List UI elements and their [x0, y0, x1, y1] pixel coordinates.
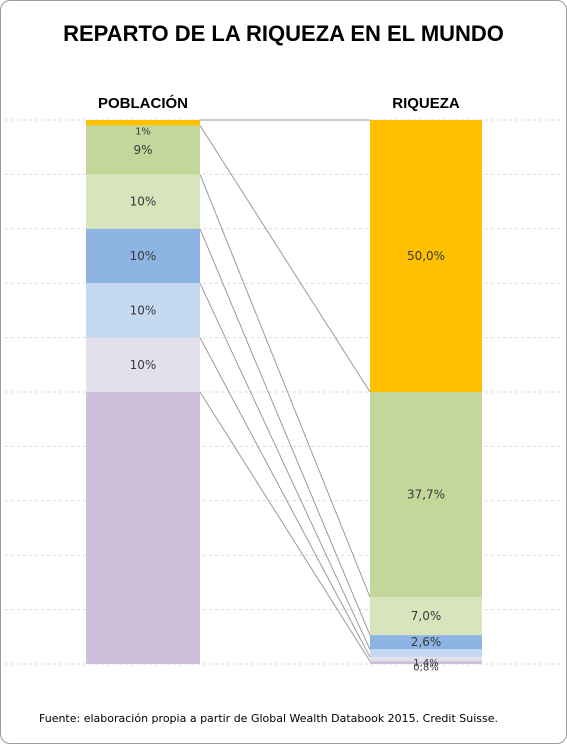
data-label: 0,8% — [413, 662, 438, 673]
bar-segment — [86, 283, 200, 338]
data-label: 7,0% — [411, 609, 442, 623]
data-label: 10% — [130, 195, 157, 209]
data-label: 50,0% — [407, 249, 445, 263]
data-label: 1% — [135, 126, 151, 137]
bar-segment — [370, 597, 482, 636]
column-label-riqueza: RIQUEZA — [392, 95, 460, 112]
data-label: 10% — [130, 303, 157, 317]
connector-line — [199, 391, 371, 662]
chart-title: REPARTO DE LA RIQUEZA EN EL MUNDO — [63, 21, 504, 46]
bar-segment — [370, 635, 482, 650]
data-label: 1,4% — [413, 658, 438, 669]
bar-segment — [86, 120, 200, 126]
connector-line — [199, 337, 371, 658]
bar-segment — [86, 174, 200, 229]
bar-segment — [86, 392, 200, 664]
data-label: 2,6% — [411, 635, 442, 649]
data-label: 37,7% — [407, 488, 445, 502]
bar-segment — [370, 120, 482, 392]
data-label: 10% — [130, 249, 157, 263]
source-note: Fuente: elaboración propia a partir de G… — [39, 712, 498, 725]
data-label: 10% — [130, 358, 157, 372]
connector-line — [199, 125, 371, 393]
connector-line — [199, 228, 371, 636]
bar-segment — [86, 125, 200, 175]
bar-segment — [370, 661, 482, 664]
bar-segment — [86, 228, 200, 284]
column-label-poblacion: POBLACIÓN — [98, 95, 188, 112]
connector-line — [199, 282, 371, 650]
bar-segment — [86, 337, 200, 392]
data-label: 9% — [133, 143, 152, 157]
bar-segment — [370, 392, 482, 598]
connector-line — [199, 174, 371, 598]
bar-segment — [370, 656, 482, 662]
bar-segment — [370, 649, 482, 657]
